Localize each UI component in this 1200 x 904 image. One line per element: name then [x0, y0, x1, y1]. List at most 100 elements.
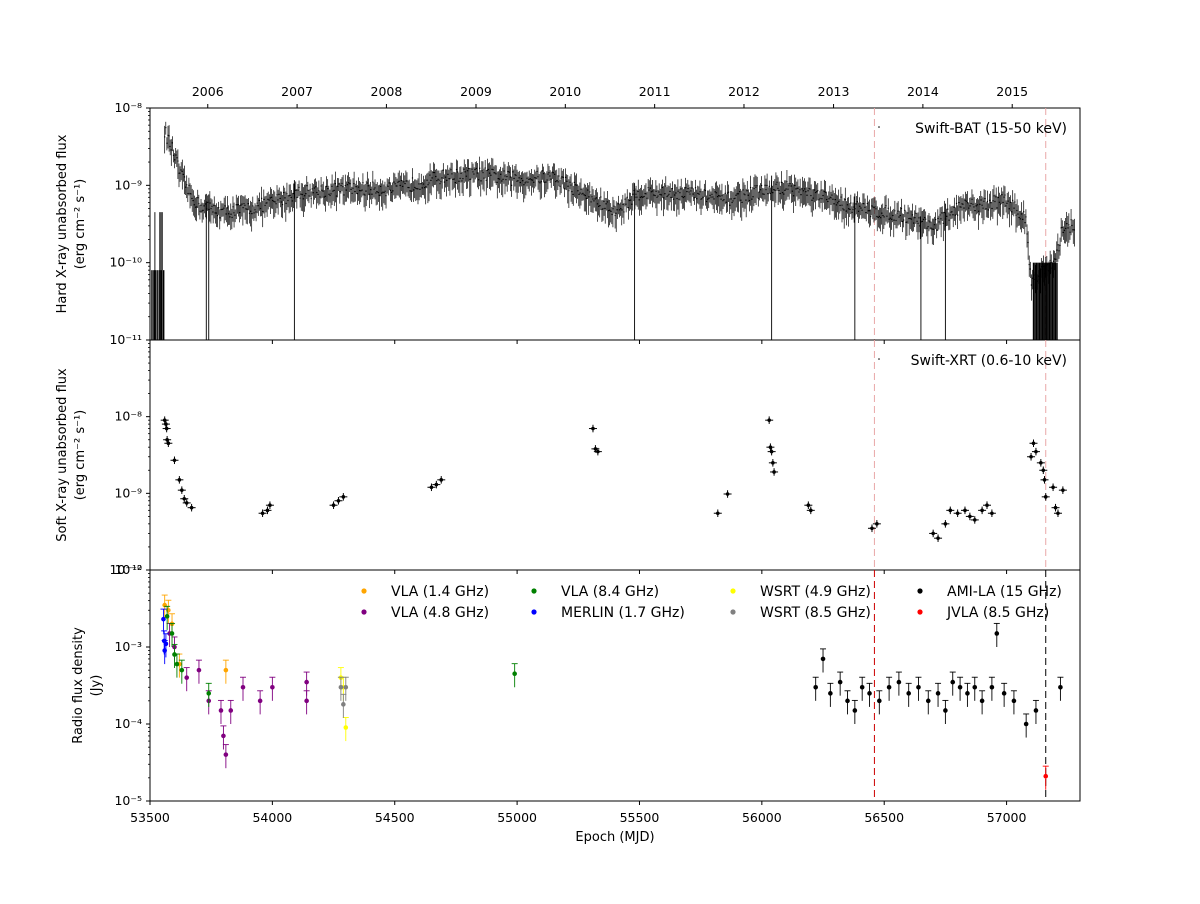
bat-point	[912, 222, 915, 224]
bat-point	[754, 185, 756, 187]
bat-point	[1059, 244, 1061, 247]
bat-point	[919, 225, 921, 227]
radio-point	[338, 684, 344, 690]
bat-point	[862, 202, 864, 205]
y-axis-label: (erg cm⁻² s⁻¹)	[73, 410, 88, 501]
bat-point	[266, 202, 268, 204]
bat-point	[914, 217, 916, 219]
bat-point	[448, 178, 450, 180]
bat-point	[173, 159, 176, 161]
bat-point	[765, 189, 767, 191]
bat-point	[840, 196, 842, 198]
bat-point	[940, 218, 942, 220]
bat-point	[1009, 201, 1012, 203]
radio-point	[169, 631, 175, 636]
radio-point	[837, 679, 843, 685]
legend-marker	[531, 588, 537, 594]
bat-point	[297, 189, 299, 191]
bat-point	[443, 181, 446, 183]
bat-point	[977, 210, 980, 212]
bat-point	[409, 190, 411, 192]
radio-point	[1001, 691, 1007, 696]
bat-point	[381, 192, 383, 194]
bat-point	[177, 160, 179, 162]
bat-point	[672, 198, 675, 200]
legend-label: VLA (8.4 GHz)	[561, 584, 659, 600]
bat-point	[643, 195, 645, 198]
bat-point	[738, 190, 741, 193]
bat-point	[340, 184, 342, 187]
bat-point	[509, 176, 512, 178]
legend-marker	[878, 358, 880, 360]
bat-point	[611, 213, 613, 216]
bat-point	[669, 190, 671, 192]
bat-point	[696, 198, 698, 200]
xrt-point	[955, 511, 960, 516]
bat-point	[974, 209, 976, 212]
bat-point	[512, 171, 514, 173]
bat-point	[734, 197, 736, 199]
legend-marker	[361, 588, 367, 594]
bat-point	[514, 174, 516, 176]
bat-point	[385, 195, 387, 197]
bat-point	[192, 200, 194, 202]
bat-point	[262, 210, 264, 213]
bat-point	[1007, 200, 1009, 202]
xrt-point	[936, 536, 940, 540]
bat-point	[335, 195, 338, 197]
bat-point	[236, 204, 238, 206]
bat-point	[525, 181, 527, 183]
bat-point	[567, 185, 569, 187]
radio-point	[174, 661, 180, 667]
radio-point	[163, 641, 169, 647]
bat-point	[1068, 224, 1070, 226]
bat-point	[602, 208, 604, 210]
bat-point	[766, 184, 768, 187]
x-tick-label: 54500	[375, 810, 415, 825]
bat-point	[285, 202, 287, 204]
bat-point	[375, 192, 377, 194]
panel-soft-xray: 10⁻¹⁰ 10⁻⁹ 10⁻⁸ Soft X-ray unabsorbed flux(…	[55, 339, 1081, 577]
bat-point	[600, 196, 602, 198]
bat-point	[957, 214, 959, 216]
bat-point	[273, 200, 275, 203]
bat-point	[901, 220, 904, 223]
bat-point	[327, 188, 329, 190]
bat-point	[180, 169, 182, 171]
bat-point	[759, 189, 762, 191]
bat-point	[501, 180, 503, 182]
bat-point	[224, 205, 226, 207]
bat-point	[367, 185, 370, 187]
bat-point	[835, 204, 838, 206]
bat-point	[593, 200, 595, 202]
legend-marker	[878, 126, 880, 128]
bat-point	[286, 193, 288, 195]
bat-point	[272, 199, 274, 202]
bat-point	[479, 167, 481, 169]
bat-point	[507, 170, 509, 173]
bat-point	[482, 171, 484, 174]
bat-point	[363, 193, 365, 195]
bat-point	[888, 218, 890, 220]
bat-point	[229, 216, 231, 218]
bat-point	[1056, 249, 1058, 251]
bat-point	[403, 181, 405, 183]
bat-point	[658, 191, 660, 193]
bat-point	[253, 212, 255, 214]
year-tick-label: 2010	[549, 84, 581, 99]
bat-point	[981, 204, 983, 206]
bat-point	[926, 227, 928, 229]
xrt-point	[943, 522, 948, 526]
bat-point	[603, 200, 605, 203]
bat-point	[1019, 218, 1022, 220]
bat-point	[222, 208, 224, 210]
bat-point	[433, 171, 436, 174]
bat-point	[916, 220, 918, 222]
bat-point	[688, 191, 690, 193]
bat-point	[210, 207, 212, 210]
bat-point	[420, 183, 422, 185]
bat-point	[582, 192, 584, 194]
bat-point	[817, 189, 819, 192]
bat-point	[517, 180, 519, 182]
bat-point	[278, 193, 280, 195]
